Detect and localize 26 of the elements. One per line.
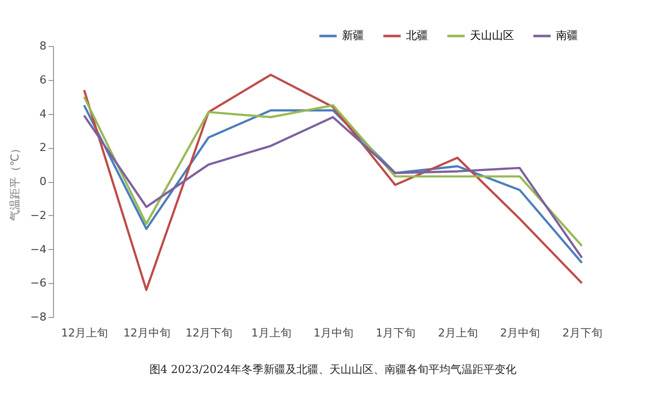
x-tick-label: 12月下旬 bbox=[186, 326, 233, 340]
text: 图4 2023/2024年冬季新疆及北疆、天山山区、南疆各旬平均气温距平变化 bbox=[149, 363, 517, 376]
y-tick-label: 0 bbox=[40, 175, 46, 188]
x-tick-label: 1月中旬 bbox=[314, 326, 354, 340]
x-tick-label: 1月上旬 bbox=[251, 326, 292, 340]
x-tick-label: 12月中旬 bbox=[123, 326, 170, 340]
legend-label: 天山山区 bbox=[470, 29, 514, 42]
y-tick-label: −8 bbox=[30, 310, 46, 324]
y-tick-label: −6 bbox=[30, 276, 46, 290]
y-tick-label: 8 bbox=[40, 40, 46, 52]
y-tick-label: −2 bbox=[30, 208, 46, 222]
y-tick-label: 4 bbox=[40, 107, 46, 120]
legend-label: 南疆 bbox=[556, 29, 578, 42]
x-tick-label: 2月下旬 bbox=[562, 326, 602, 340]
x-tick-label: 2月上旬 bbox=[438, 326, 478, 340]
x-tick-label: 12月上旬 bbox=[61, 326, 108, 340]
legend-label: 北疆 bbox=[406, 29, 428, 42]
line-series bbox=[83, 96, 583, 247]
x-tick-label: 2月中旬 bbox=[500, 326, 540, 340]
line-series bbox=[83, 74, 583, 291]
y-tick-label: 2 bbox=[40, 141, 46, 154]
legend-label: 新疆 bbox=[342, 29, 364, 42]
y-axis-title: 气温距平（℃） bbox=[8, 142, 22, 222]
y-tick-label: 6 bbox=[40, 73, 46, 86]
x-tick-label: 1月下旬 bbox=[376, 326, 416, 340]
y-tick-label: −4 bbox=[30, 242, 46, 256]
